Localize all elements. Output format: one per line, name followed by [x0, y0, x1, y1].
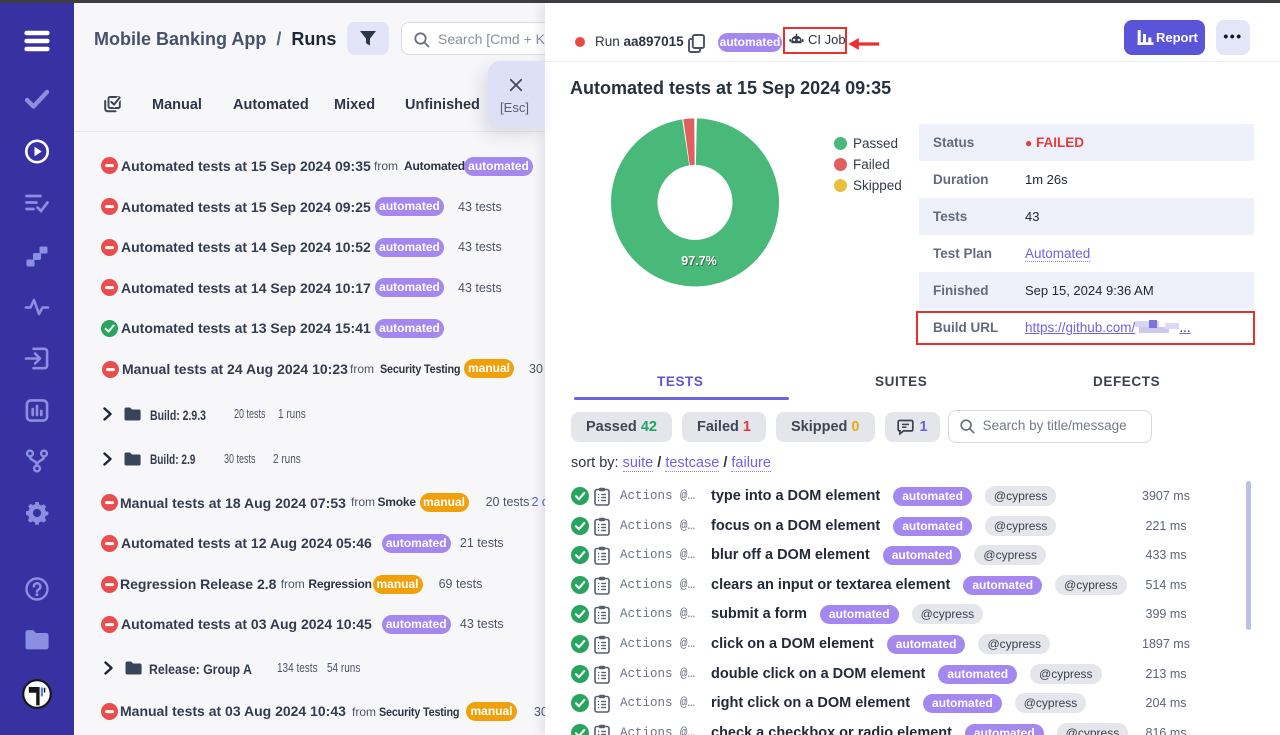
svg-text:97.7%: 97.7%: [682, 255, 717, 269]
svg-text:97.7%: 97.7%: [681, 254, 716, 268]
